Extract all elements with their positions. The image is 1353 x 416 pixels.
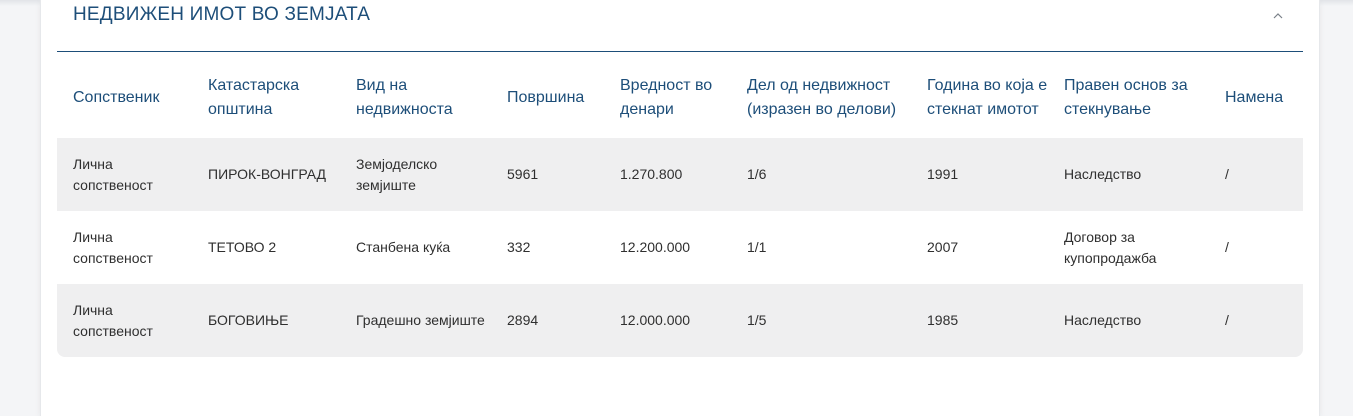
cell-value: 1.270.800 — [620, 166, 683, 183]
real-estate-table: Сопственик Катастарска општина Вид на не… — [57, 74, 1303, 357]
cell-property-type: Станбена куќа — [356, 239, 451, 256]
column-header-purpose: Намена — [1225, 89, 1284, 106]
cell-year-acquired: 2007 — [927, 239, 959, 256]
table-row: Лична сопственост БОГОВИЊЕ Градешно земј… — [57, 284, 1303, 357]
cell-share: 1/1 — [747, 239, 767, 256]
cell-property-type: Земјоделско земјиште — [356, 156, 438, 193]
cell-area: 2894 — [507, 312, 539, 329]
cell-year-acquired: 1991 — [927, 166, 959, 183]
cell-share: 1/6 — [747, 166, 767, 183]
cell-owner: Лична сопственост — [73, 229, 153, 266]
cell-purpose: / — [1225, 166, 1229, 183]
table-row: Лична сопственост ТЕТОВО 2 Станбена куќа… — [57, 211, 1303, 284]
cell-owner: Лична сопственост — [73, 302, 153, 339]
section-divider — [57, 51, 1303, 52]
cell-owner: Лична сопственост — [73, 156, 153, 193]
column-header-share: Дел од недвижност (изразен во делови) — [747, 77, 897, 118]
column-header-area: Површина — [507, 89, 585, 106]
cell-area: 5961 — [507, 166, 539, 183]
real-estate-panel: НЕДВИЖЕН ИМОТ ВО ЗЕМЈАТА Сопственик Ката… — [40, 0, 1320, 416]
cell-year-acquired: 1985 — [927, 312, 959, 329]
table-header-row: Сопственик Катастарска општина Вид на не… — [57, 74, 1303, 138]
section-title: НЕДВИЖЕН ИМОТ ВО ЗЕМЈАТА — [73, 4, 371, 25]
cell-purpose: / — [1225, 239, 1229, 256]
cell-purpose: / — [1225, 312, 1229, 329]
cell-legal-basis: Наследство — [1064, 312, 1142, 329]
cell-legal-basis: Договор за купопродажба — [1064, 229, 1157, 266]
column-header-owner: Сопственик — [73, 89, 160, 106]
cell-area: 332 — [507, 239, 531, 256]
cell-share: 1/5 — [747, 312, 767, 329]
column-header-cadastral-municipality: Катастарска општина — [208, 77, 300, 118]
chevron-up-icon[interactable] — [1269, 9, 1287, 23]
column-header-value: Вредност во денари — [620, 77, 713, 118]
column-header-year-acquired: Година во која е стекнат имотот — [927, 77, 1048, 118]
table-row: Лична сопственост ПИРОК-ВОНГРАД Земјодел… — [57, 138, 1303, 211]
cell-value: 12.000.000 — [620, 312, 691, 329]
cell-property-type: Градешно земјиште — [356, 312, 485, 329]
column-header-legal-basis: Правен основ за стекнување — [1064, 77, 1188, 118]
cell-cadastral-municipality: ПИРОК-ВОНГРАД — [208, 166, 327, 183]
column-header-property-type: Вид на недвижноста — [356, 77, 453, 118]
cell-value: 12.200.000 — [620, 239, 691, 256]
cell-legal-basis: Наследство — [1064, 166, 1142, 183]
cell-cadastral-municipality: БОГОВИЊЕ — [208, 312, 289, 329]
cell-cadastral-municipality: ТЕТОВО 2 — [208, 239, 277, 256]
